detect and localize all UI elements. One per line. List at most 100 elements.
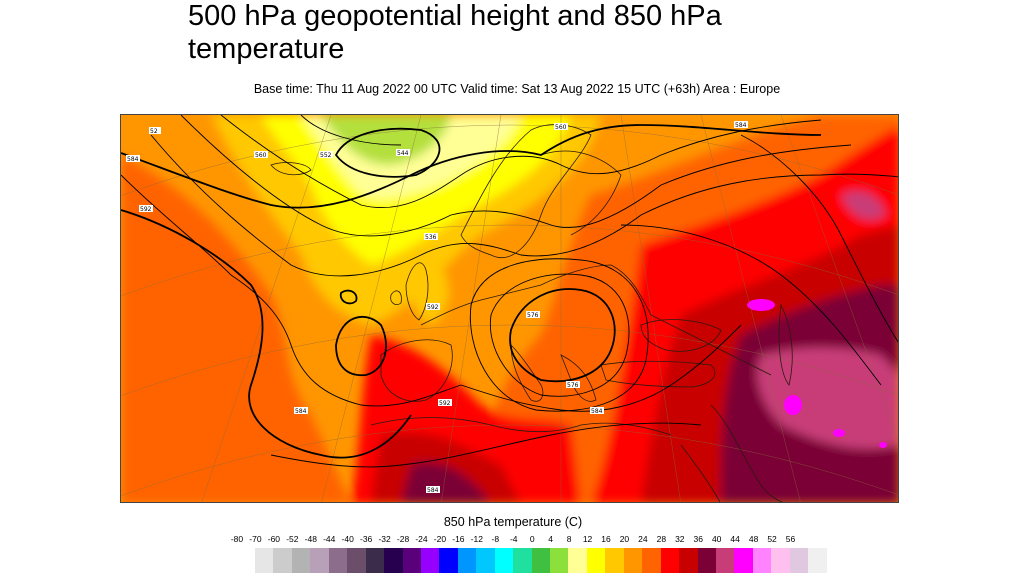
colorbar-swatch: [715, 548, 735, 573]
contour-label: 560: [554, 123, 568, 131]
colorbar-swatch: [347, 548, 366, 573]
colorbar-swatch: [420, 548, 440, 573]
colorbar-tick-label: 8: [566, 534, 572, 544]
colorbar-tick-labels: -80 -70 -60 -52 -48 -44 -40 -36 -32 -28 -24 -20 -16-…: [226, 534, 796, 546]
colorbar-tick-label: 48: [748, 534, 759, 544]
contour-labels: 52 584 560 552 544 592 536 560 584 592 5…: [126, 121, 748, 494]
colorbar-tick-label: 12: [582, 534, 593, 544]
svg-text:576: 576: [527, 312, 539, 319]
colorbar-tick-label: 40: [711, 534, 722, 544]
colorbar-swatch: [808, 548, 827, 573]
colorbar-swatch: [439, 548, 458, 573]
contour-label: 592: [139, 205, 153, 213]
contour-label: 536: [424, 233, 438, 241]
colorbar-tick-label: 32: [675, 534, 685, 544]
colorbar-swatch: [402, 548, 421, 573]
colorbar-tick-label: -48: [304, 534, 317, 544]
colorbar-swatch: [697, 548, 716, 573]
colorbar-tick-label: -52: [286, 534, 299, 544]
colorbar-tick-label: 52: [767, 534, 777, 544]
svg-text:52: 52: [150, 128, 158, 135]
colorbar-title: 850 hPa temperature (C): [443, 515, 583, 529]
colorbar: [255, 548, 827, 573]
contour-label: 584: [426, 486, 440, 494]
svg-text:552: 552: [320, 152, 332, 159]
contour-label: 576: [566, 381, 580, 389]
colorbar-swatch: [586, 548, 606, 573]
temp-band-36-ne: [841, 191, 886, 220]
temp-band-32-africa: [401, 462, 490, 502]
colorbar-tick-label: -32: [378, 534, 391, 544]
colorbar-swatch: [679, 548, 698, 573]
contour-label: 552: [319, 151, 333, 159]
colorbar-tick-label: -8: [491, 534, 500, 544]
svg-text:536: 536: [425, 234, 437, 241]
page-title: 500 hPa geopotential height and 850 hPa …: [188, 0, 722, 65]
svg-text:576: 576: [567, 382, 579, 389]
svg-text:592: 592: [427, 304, 439, 311]
svg-text:544: 544: [397, 150, 409, 157]
contour-label: 592: [426, 303, 440, 311]
colorbar-swatch: [771, 548, 790, 573]
colorbar-swatch: [476, 548, 495, 573]
colorbar-swatch: [623, 548, 643, 573]
temp-spot-40-c: [833, 429, 845, 437]
colorbar-swatch: [531, 548, 550, 573]
colorbar-swatch: [384, 548, 403, 573]
colorbar-tick-label: -12: [470, 534, 483, 544]
contour-label: 584: [590, 407, 604, 415]
svg-text:584: 584: [127, 156, 139, 163]
colorbar-tick-label: -16: [452, 534, 465, 544]
svg-text:592: 592: [439, 400, 451, 407]
colorbar-tick-label: 28: [656, 534, 667, 544]
colorbar-tick-label: -36: [359, 534, 373, 544]
temp-spot-40-a: [747, 299, 775, 311]
colorbar-tick-label: 4: [548, 534, 553, 544]
temp-spot-40-b: [784, 395, 802, 415]
colorbar-swatch: [457, 548, 477, 573]
colorbar-swatch: [365, 548, 385, 573]
svg-text:560: 560: [255, 152, 267, 159]
geopotential-contours: [121, 115, 898, 468]
colorbar-tick-label: -24: [415, 534, 428, 544]
map-panel[interactable]: 52 584 560 552 544 592 536 560 584 592 5…: [120, 114, 899, 503]
svg-text:584: 584: [295, 408, 307, 415]
colorbar-swatch: [494, 548, 514, 573]
colorbar-tick-label: -28: [396, 534, 410, 544]
weather-map-svg[interactable]: 52 584 560 552 544 592 536 560 584 592 5…: [121, 115, 899, 503]
colorbar-swatch: [642, 548, 661, 573]
contour-label: 576: [526, 311, 540, 319]
colorbar-swatch: [550, 548, 569, 573]
svg-text:592: 592: [140, 206, 152, 213]
contour-label: 592: [438, 399, 452, 407]
temp-band-0: [321, 115, 451, 165]
temp-spot-40-d: [879, 442, 887, 448]
contour-label: 52: [149, 127, 161, 135]
colorbar-tick-label: 36: [693, 534, 703, 544]
svg-text:584: 584: [735, 122, 747, 129]
colorbar-tick-label: -20: [433, 534, 447, 544]
temp-band-20-west: [121, 155, 351, 502]
colorbar-tick-label: 16: [601, 534, 611, 544]
colorbar-swatch: [255, 548, 274, 573]
colorbar-swatch: [273, 548, 292, 573]
contour-label: 584: [734, 121, 748, 129]
colorbar-tick-label: 24: [638, 534, 648, 544]
colorbar-swatch: [568, 548, 587, 573]
contour-label: 544: [396, 149, 410, 157]
colorbar-swatch: [291, 548, 311, 573]
colorbar-tick-label: 44: [730, 534, 740, 544]
colorbar-tick-label: 56: [785, 534, 796, 544]
colorbar-tick-label: -70: [249, 534, 262, 544]
colorbar-swatch: [605, 548, 624, 573]
contour-label: 584: [126, 155, 140, 163]
run-info: Base time: Thu 11 Aug 2022 00 UTC Valid …: [253, 82, 781, 96]
colorbar-tick-label: -60: [267, 534, 281, 544]
coastlines: [270, 124, 793, 502]
colorbar-swatch: [734, 548, 753, 573]
colorbar-swatch: [789, 548, 809, 573]
colorbar-swatch: [660, 548, 680, 573]
contour-label: 584: [294, 407, 308, 415]
colorbar-tick-label: -44: [323, 534, 336, 544]
